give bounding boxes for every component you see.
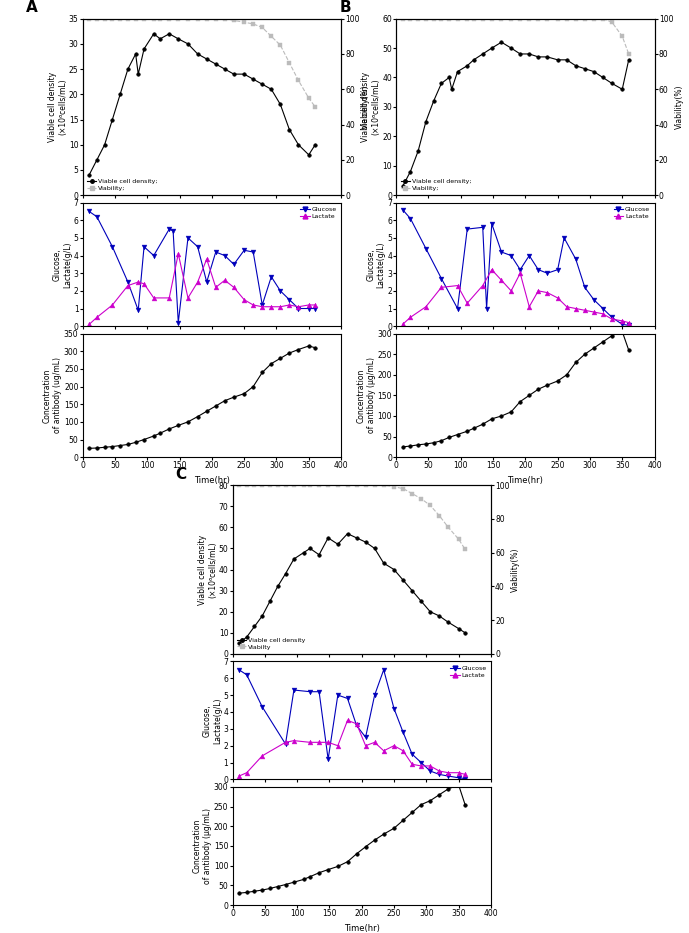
X-axis label: Time(hr): Time(hr)	[344, 924, 380, 933]
Y-axis label: Concentration
of antibody (ug/mL): Concentration of antibody (ug/mL)	[43, 357, 63, 434]
Y-axis label: Viability(%): Viability(%)	[675, 85, 683, 129]
Text: C: C	[176, 466, 187, 481]
Y-axis label: Viable cell density
(×10⁶cells/mL): Viable cell density (×10⁶cells/mL)	[362, 72, 381, 142]
Y-axis label: Glucose,
Lactate(g/L): Glucose, Lactate(g/L)	[367, 241, 386, 287]
Y-axis label: Concentration
of antibody (μg/mL): Concentration of antibody (μg/mL)	[193, 808, 212, 884]
Y-axis label: Viability(%): Viability(%)	[361, 85, 370, 129]
Y-axis label: Concentration
of antibody (μg/mL): Concentration of antibody (μg/mL)	[357, 357, 376, 434]
Text: B: B	[339, 0, 351, 15]
Y-axis label: Viable cell density
(×10⁶cells/mL): Viable cell density (×10⁶cells/mL)	[198, 535, 217, 605]
Y-axis label: Glucose,
Lactate(g/L): Glucose, Lactate(g/L)	[203, 697, 222, 744]
Y-axis label: Viability(%): Viability(%)	[511, 548, 520, 592]
X-axis label: Time(hr): Time(hr)	[507, 476, 544, 485]
Text: A: A	[25, 0, 38, 15]
Legend: Viable cell density;, Viability;: Viable cell density;, Viability;	[86, 177, 159, 192]
Legend: Glucose, Lactate: Glucose, Lactate	[613, 206, 651, 220]
Y-axis label: Viable cell density
(×10⁶cells/mL): Viable cell density (×10⁶cells/mL)	[48, 72, 68, 142]
Y-axis label: Glucose,
Lactate(g/L): Glucose, Lactate(g/L)	[53, 241, 72, 287]
Legend: Glucose, Lactate: Glucose, Lactate	[299, 206, 338, 220]
X-axis label: Time(hr): Time(hr)	[194, 476, 230, 485]
Legend: Viable cell density, Viabilty: Viable cell density, Viabilty	[236, 636, 307, 650]
Legend: Viable cell density;, Viability;: Viable cell density;, Viability;	[400, 177, 473, 192]
Legend: Glucose, Lactate: Glucose, Lactate	[449, 664, 488, 679]
